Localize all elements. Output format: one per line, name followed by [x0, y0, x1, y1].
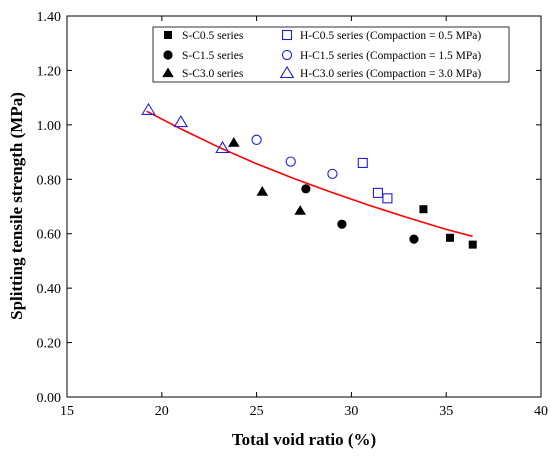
legend-marker [281, 29, 293, 41]
x-tick-label: 25 [250, 404, 264, 419]
legend-marker [279, 65, 295, 79]
x-tick-label: 40 [534, 404, 548, 419]
x-tick-label: 35 [439, 404, 453, 419]
legend-box [152, 26, 510, 83]
data-point [256, 186, 269, 196]
x-axis-title: Total void ratio (%) [232, 430, 376, 449]
data-point [215, 140, 230, 154]
trend-line [146, 110, 473, 238]
legend-marker [164, 31, 172, 39]
data-point [301, 184, 311, 194]
data-point [468, 240, 477, 249]
data-point [294, 205, 306, 215]
data-point [372, 187, 383, 198]
data-point [228, 137, 240, 147]
legend-label: H-C0.5 series (Compaction = 0.5 MPa) [300, 30, 481, 42]
y-tick-label: 0.20 [37, 337, 62, 352]
legend-label: S-C0.5 series [182, 30, 244, 42]
data-point [141, 102, 156, 115]
legend: S-C0.5 series S-C1.5 series S-C3.0 series H… [152, 26, 510, 83]
y-tick-label: 0.60 [37, 228, 62, 243]
axis-ticks: 15 20 25 30 35 40 0.00 0.20 0.40 0.60 0.80 1.00 1.20… [37, 10, 549, 419]
legend-marker [162, 67, 174, 78]
data-point [445, 233, 454, 242]
y-tick-label: 0.80 [37, 173, 62, 188]
data-point [409, 234, 419, 244]
x-tick-label: 15 [60, 404, 74, 419]
legend-marker [163, 50, 173, 60]
legend-label: H-C1.5 series (Compaction = 1.5 MPa) [300, 50, 481, 62]
legend-marker [281, 49, 293, 61]
y-tick-label: 0.40 [37, 282, 62, 297]
legend-label: H-C3.0 series (Compaction = 3.0 MPa) [300, 68, 481, 80]
data-point [251, 134, 262, 145]
legend-label: S-C1.5 series [182, 50, 244, 62]
plot-area [66, 15, 542, 398]
x-tick-label: 30 [344, 404, 358, 419]
data-point [285, 156, 296, 167]
legend-label: S-C3.0 series [182, 68, 244, 80]
data-point [337, 219, 347, 229]
y-tick-label: 0.00 [37, 391, 62, 406]
y-axis-title: Splitting tensile strength (MPa) [7, 92, 26, 320]
y-tick-label: 1.40 [37, 10, 62, 25]
y-tick-label: 1.00 [37, 119, 62, 134]
data-point [173, 115, 189, 128]
data-point [419, 205, 428, 214]
trend-line-group [146, 110, 473, 238]
x-tick-label: 20 [155, 404, 169, 419]
data-point [357, 157, 368, 169]
data-points [141, 102, 477, 249]
data-point [382, 193, 393, 204]
data-point [327, 168, 338, 179]
y-tick-label: 1.20 [37, 64, 62, 79]
